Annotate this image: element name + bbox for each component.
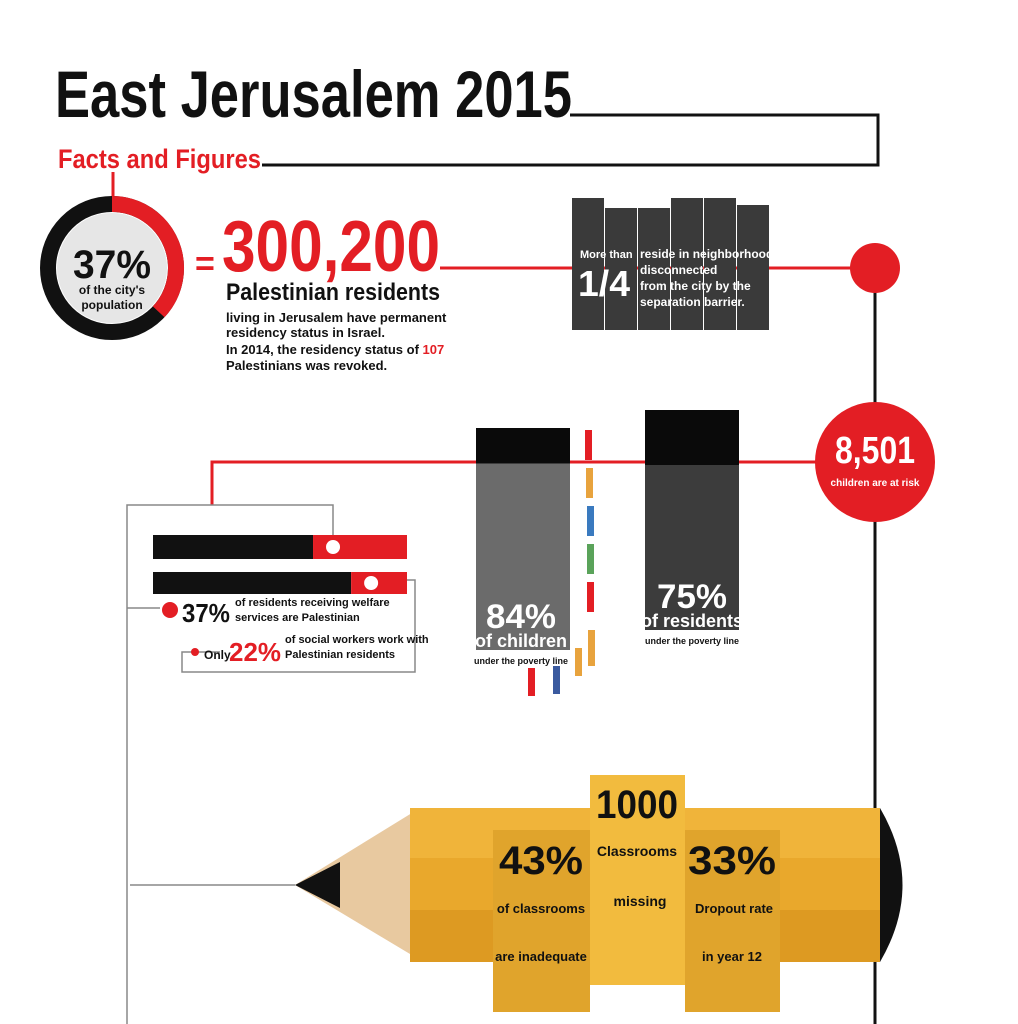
bar	[645, 465, 739, 630]
connector	[181, 579, 416, 673]
risk-circle	[815, 402, 935, 522]
person	[587, 544, 594, 574]
edu-text: Dropout rate	[695, 901, 773, 916]
welfare-bars	[153, 535, 407, 594]
bar	[476, 463, 570, 650]
bullet	[191, 648, 199, 656]
donut-arc	[111, 196, 184, 318]
poverty-group: of children	[475, 631, 567, 651]
connector	[210, 460, 820, 505]
note: In 2014, the residency status of 107	[226, 342, 444, 357]
wall-slab	[605, 208, 637, 330]
edu-text: in year 12	[702, 949, 762, 964]
barrier-prefix: More than	[580, 249, 633, 261]
edu-text: are inadequate	[495, 949, 587, 964]
population-count: 300,200	[222, 207, 440, 287]
note: residency status in Israel.	[226, 325, 385, 340]
barrier-text: disconnected	[640, 263, 717, 277]
barrier-text: from the city by the	[640, 279, 751, 293]
risk-count: 8,501	[835, 430, 915, 472]
note: Palestinians was revoked.	[226, 358, 387, 373]
person	[587, 506, 594, 536]
bar-dot	[364, 576, 379, 590]
wall-slab	[572, 198, 604, 330]
population-share: 37%	[73, 243, 151, 287]
barrier-text: reside in neighborhoods	[640, 247, 780, 261]
equals: =	[195, 245, 215, 283]
person	[587, 582, 594, 612]
poverty-caption: under the poverty line	[474, 656, 568, 666]
edu-box	[590, 775, 685, 985]
person	[588, 630, 595, 666]
title: East Jerusalem 2015	[55, 57, 572, 131]
welfare-text: services are Palestinian	[235, 612, 360, 624]
pencil-lead	[295, 862, 340, 908]
welfare-text: of residents receiving welfare	[235, 597, 390, 609]
welfare-text: Palestinian residents	[285, 649, 395, 661]
caption: of the city's	[79, 283, 146, 297]
risk-caption: children are at risk	[831, 478, 920, 489]
subtitle: Facts and Figures	[58, 144, 261, 174]
bar-rest	[476, 428, 570, 464]
person	[585, 430, 592, 460]
person	[528, 668, 535, 696]
bar-rest	[153, 572, 352, 594]
welfare-label: 37%	[182, 598, 230, 628]
wall-slab	[737, 205, 769, 330]
wall-slab	[671, 198, 703, 330]
wall	[572, 198, 769, 330]
edu-box	[493, 830, 590, 1012]
wall-slab	[638, 208, 670, 330]
pencil-wood	[295, 808, 420, 960]
barrier-text: separation barrier.	[640, 295, 745, 309]
people	[528, 430, 595, 696]
edu-box	[685, 830, 780, 1012]
edu-label: 1000	[596, 783, 678, 827]
note: living in Jerusalem have permanent	[226, 310, 447, 325]
bullet	[162, 602, 178, 618]
welfare-label: 22%	[229, 637, 281, 667]
person	[586, 468, 593, 498]
wall-slab	[704, 198, 736, 330]
bar	[351, 572, 407, 594]
node	[850, 243, 900, 293]
connector	[126, 504, 334, 1024]
pencil-eraser	[880, 808, 903, 962]
caption: Palestinian residents	[226, 279, 440, 306]
donut	[111, 196, 184, 318]
revoked: 107	[423, 342, 445, 357]
edu-label: 43%	[499, 839, 583, 883]
welfare-prefix: Only	[204, 648, 231, 662]
edu-label: 33%	[688, 839, 776, 883]
poverty-label: 75%	[657, 578, 727, 616]
bar-rest	[645, 410, 739, 465]
poverty-group: of residents	[641, 611, 743, 631]
poverty-caption: under the poverty line	[645, 636, 739, 646]
poverty-label: 84%	[486, 598, 556, 636]
poverty-bars: 84%of children under the poverty line 75%o…	[474, 410, 743, 666]
note: In 2014, the residency status of	[226, 342, 420, 357]
edu-text: of classrooms	[497, 901, 585, 916]
edu-text: Classrooms	[597, 843, 677, 859]
welfare-text: of social workers work with	[285, 634, 429, 646]
barrier-fraction: 1/4	[578, 263, 630, 304]
caption: population	[81, 298, 142, 312]
title-rule	[262, 113, 880, 167]
bar-rest	[153, 535, 314, 559]
person	[553, 666, 560, 694]
donut-center	[57, 213, 167, 323]
bar-dot	[326, 540, 341, 554]
person	[575, 648, 582, 676]
edu-text: missing	[614, 893, 667, 909]
